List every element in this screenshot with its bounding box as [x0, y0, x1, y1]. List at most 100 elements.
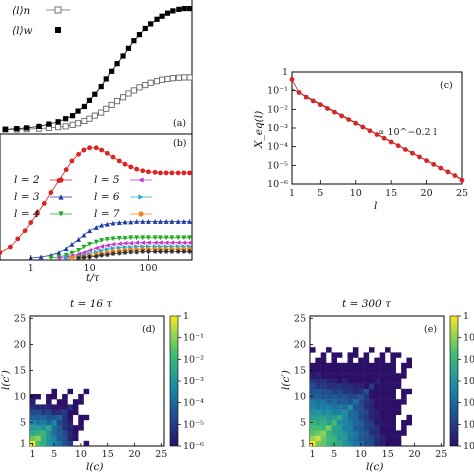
- panel-a-series-0-point-10: [86, 115, 93, 122]
- ge-cells-cell-4-2: [326, 435, 332, 441]
- ge-cells-cell-8-13: [347, 378, 354, 384]
- panel-b-series-1-point-14: [122, 219, 128, 225]
- panel-a-series-0-point-24: [164, 75, 171, 82]
- ge-cells-cell-4-12: [326, 383, 332, 389]
- ge-cells-cell-10-14: [358, 373, 364, 379]
- ge-cells-cell-16-9: [390, 399, 396, 405]
- panel-b-series-2-point-20: [169, 235, 175, 241]
- panel-d-title: t = 16 τ: [70, 298, 112, 310]
- ge-cells-cell-8-3: [347, 430, 354, 436]
- ge-cells-cell-15-16: [385, 362, 391, 369]
- gd-cells-cell-9-4: [72, 425, 79, 431]
- ge-cells-cell-8-16: [347, 362, 354, 369]
- ge-cells-cell-14-11: [379, 388, 386, 395]
- ge-cells-cell-7-7: [342, 409, 348, 415]
- ge-cells-cell-14-3: [379, 430, 386, 436]
- ge-cells-cell-10-12: [358, 383, 364, 389]
- panel-a-series-1-point-7: [70, 113, 76, 119]
- panel-b-series-3-point-10: [116, 241, 122, 247]
- gd-cells-cell-1-7: [30, 409, 36, 415]
- panel-c-point-19: [424, 158, 429, 164]
- gd-cells-cell-6-8: [56, 404, 63, 410]
- gd-cells-cell-7-7: [62, 409, 68, 415]
- gd-cells-cell-8-8: [67, 404, 74, 410]
- ge-cells-cell-2-17: [315, 357, 321, 363]
- legend-a-w-marker: [55, 27, 61, 33]
- ge-cells-cell-11-4: [363, 425, 370, 431]
- gd-cells-cell-9-8: [72, 404, 79, 410]
- panel-a-series-0-point-15: [114, 98, 121, 105]
- ge-ticks-xtick-label-3: 15: [382, 449, 394, 460]
- panel-b-xtick-label-0: 1: [28, 263, 34, 274]
- panel-c-point-6: [332, 109, 337, 115]
- panel-c-point-9: [353, 120, 359, 126]
- panel-a-series-0-point-28: [186, 74, 193, 81]
- ge-cells-cell-10-2: [358, 435, 364, 441]
- ge-cells-cell-11-12: [363, 383, 370, 389]
- ge-cells-cell-7-1: [342, 440, 348, 447]
- ge-cells-cell-3-8: [320, 404, 327, 410]
- ge-cells-cell-14-13: [379, 378, 386, 384]
- ge-cells-cell-5-14: [331, 373, 337, 379]
- panel-e-heatmap: [310, 347, 413, 447]
- panel-c-ytick-label-3: 10⁻³: [267, 123, 288, 134]
- ge-cells-cell-17-13: [395, 378, 402, 384]
- ge-cells-cell-5-17: [331, 357, 337, 363]
- ge-cells-cell-15-15: [385, 368, 391, 374]
- panel-b-series-2-point-10: [110, 236, 116, 242]
- ge-cells-cell-12-13: [368, 378, 375, 384]
- gd-cells-cell-9-7: [72, 409, 79, 415]
- ge-cells-cell-17-12: [395, 383, 402, 389]
- panel-b-series-3-point-12: [128, 240, 134, 246]
- gd-cells-cell-2-2: [35, 435, 41, 441]
- panel-b-series-3-point-22: [187, 240, 192, 246]
- panel-b-series-2-point-8: [99, 238, 105, 243]
- panel-b-series-0-point-20: [128, 164, 134, 170]
- ge-cells-cell-7-8: [342, 404, 348, 410]
- ge-cells-cell-9-16: [352, 362, 359, 369]
- panel-b-series-0-point-5: [35, 210, 40, 216]
- gd-cells-cell-6-9: [56, 399, 63, 405]
- panel-b-legend: l = 2 l = 5 l = 3 l = 6 l = 4 l = 7: [14, 174, 152, 220]
- panel-b-series-0-point-30: [187, 170, 192, 176]
- gd-cells-cell-10-9: [78, 399, 84, 405]
- ge-cells-cell-12-1: [368, 440, 375, 447]
- gd-cbar-tick-label-6: 10⁻⁶: [183, 441, 204, 452]
- panel-b-series-2-point-12: [122, 235, 128, 241]
- ge-cbar-tick-label-4: 10⁻⁴: [463, 398, 474, 409]
- ge-cells-cell-19-6: [406, 414, 413, 421]
- panel-b-series-3-point-4: [81, 250, 87, 255]
- ge-cells-cell-15-7: [385, 409, 391, 415]
- gd-cells-cell-11-6: [83, 414, 90, 421]
- panel-b-series-0-point-18: [116, 158, 122, 164]
- panel-b-series-0-point-10: [69, 158, 75, 164]
- ge-cells-cell-16-13: [390, 378, 396, 384]
- panel-b-series-4-point-0: [63, 255, 69, 261]
- ge-cells-cell-7-14: [342, 373, 348, 379]
- gd-cells-cell-9-3: [72, 430, 79, 436]
- panel-c-point-1: [296, 90, 302, 95]
- ge-cells-cell-8-11: [347, 388, 354, 395]
- panel-b-series: [0, 145, 192, 261]
- ge-cells-cell-8-1: [347, 440, 354, 447]
- panel-b-series-3-point-9: [110, 241, 116, 247]
- panel-c-point-15: [395, 143, 401, 149]
- ge-ticks-ytick-label-0: 1: [300, 438, 306, 449]
- ge-cells-cell-17-14: [395, 373, 402, 379]
- panel-c-point-11: [367, 128, 373, 134]
- gd-cells-cell-1-2: [30, 435, 36, 441]
- gd-cells-cell-10-4: [78, 425, 84, 431]
- ge-cells-cell-10-9: [358, 399, 364, 405]
- panel-a-series-0-point-16: [119, 94, 127, 101]
- ge-cells-cell-12-14: [368, 373, 375, 379]
- panel-b-series-2-point-15: [140, 235, 146, 241]
- ge-cells-cell-2-4: [315, 425, 321, 431]
- ge-ticks-xtick-label-4: 20: [408, 449, 420, 460]
- gd-cells-cell-8-2: [67, 435, 74, 441]
- panel-b-series-0-point-14: [93, 145, 99, 151]
- gd-cells-cell-2-10: [35, 394, 41, 400]
- ge-cells-cell-12-11: [368, 388, 375, 395]
- ge-cells-cell-3-5: [320, 420, 327, 426]
- panel-b-legend-label-1: l = 5: [94, 174, 120, 186]
- ge-cells-cell-3-4: [320, 425, 327, 431]
